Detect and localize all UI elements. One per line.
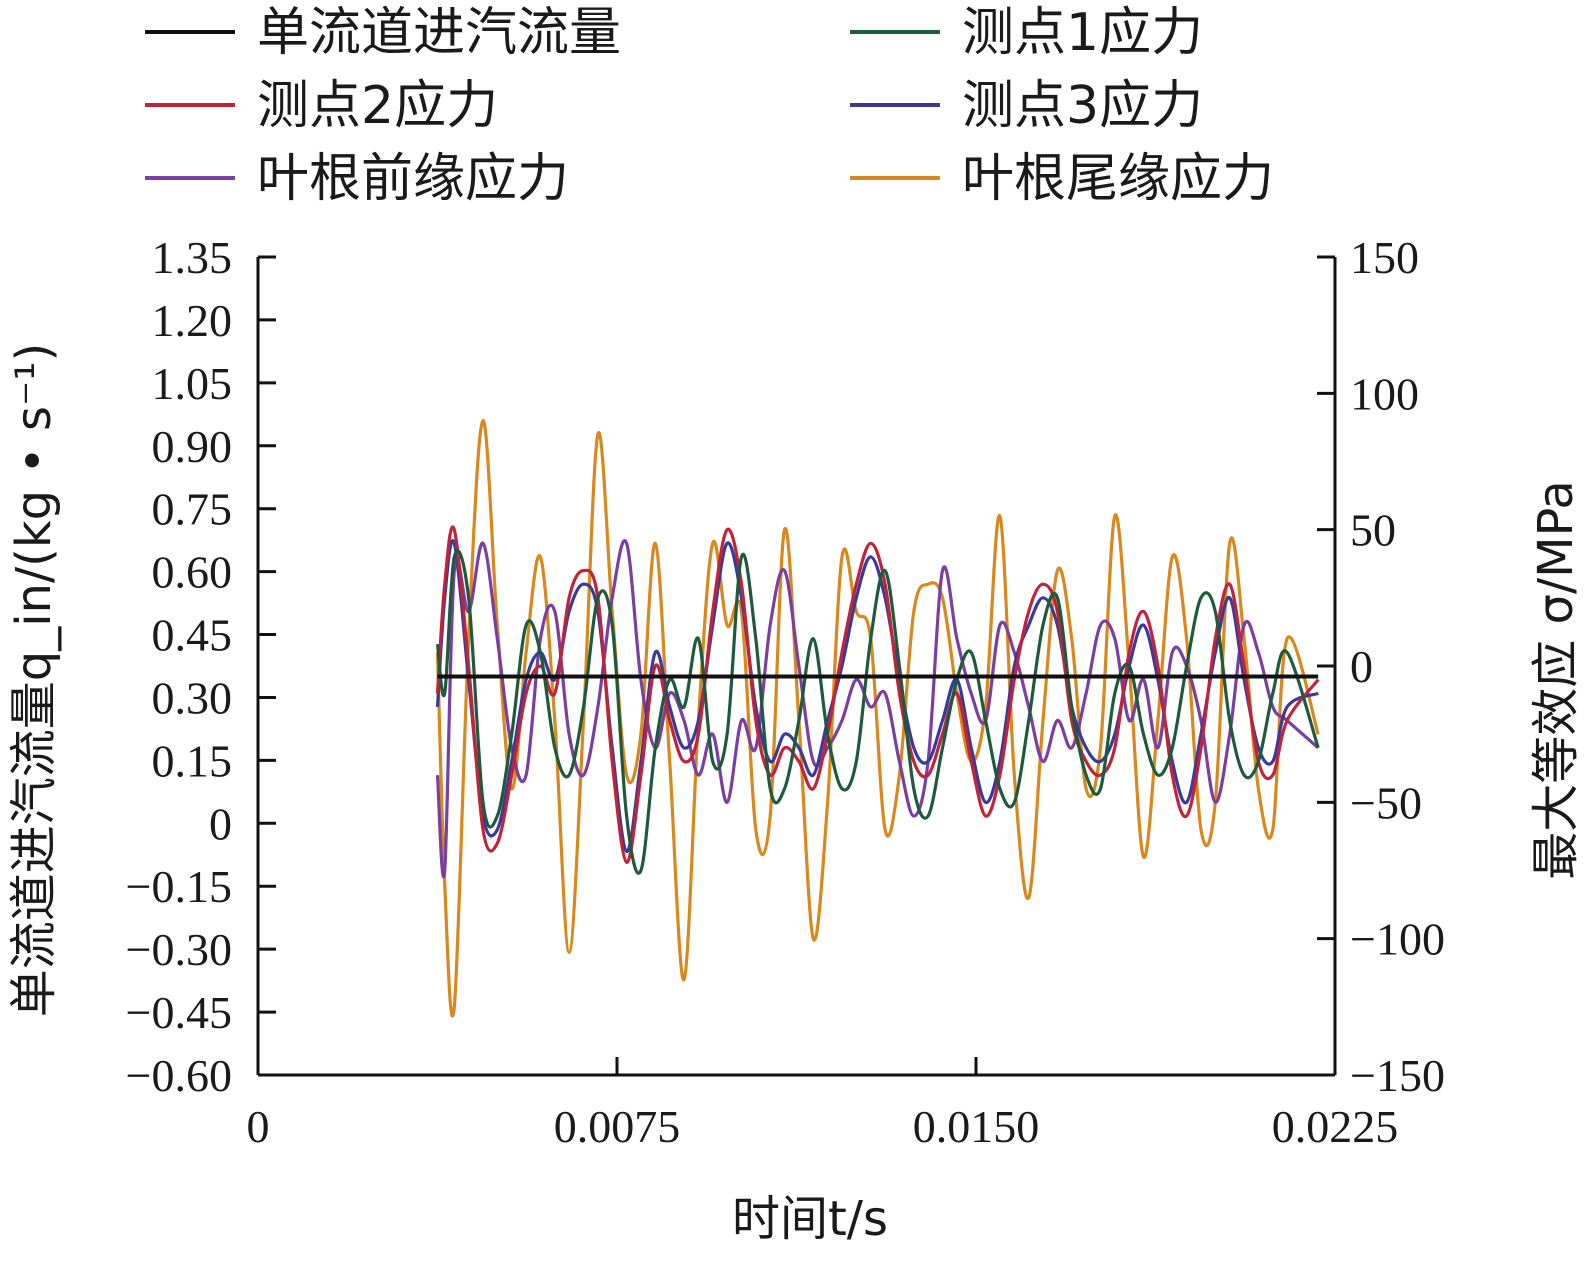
legend-label: 单流道进汽流量 [257, 3, 621, 63]
y-axis-right-title: 最大等效应 σ/MPa [1528, 480, 1584, 879]
y-right-tick-label: 0 [1350, 641, 1373, 692]
series-line-1 [435, 549, 1320, 875]
legend-label: 叶根前缘应力 [257, 149, 569, 209]
legend-label: 测点3应力 [962, 76, 1203, 136]
y-left-tick-label: 1.20 [152, 295, 233, 346]
ticks: 1.35 1.20 1.05 0.90 0.75 0.60 0.45 0.30 0.15 0 −0.… [126, 232, 1445, 1152]
x-tick-label: 0.0225 [1272, 1101, 1399, 1152]
legend-label: 测点1应力 [962, 3, 1203, 63]
y-right-tick-label: 150 [1350, 232, 1419, 283]
y-left-tick-label: 0.15 [152, 735, 233, 786]
series-line-5 [435, 418, 1320, 1018]
y-left-tick-label: −0.30 [126, 924, 232, 975]
y-right-tick-label: −100 [1350, 914, 1445, 965]
legend-label: 叶根尾缘应力 [962, 149, 1274, 209]
y-left-tick-label: 0.75 [152, 484, 233, 535]
y-axis-left-title: 单流道进汽流量q_in/(kg • s⁻¹) [6, 343, 62, 1018]
y-right-tick-label: −150 [1350, 1050, 1445, 1101]
y-left-tick-label: −0.15 [126, 861, 232, 912]
series-line-2 [435, 525, 1320, 864]
y-left-tick-label: −0.60 [126, 1050, 232, 1101]
x-axis-title: 时间t/s [732, 1191, 888, 1247]
y-left-tick-label: 1.35 [152, 232, 233, 283]
y-left-tick-label: 1.05 [152, 358, 233, 409]
legend-label: 测点2应力 [257, 76, 498, 136]
y-left-tick-label: 0.30 [152, 672, 233, 723]
y-left-tick-label: 0.45 [152, 610, 233, 661]
y-right-tick-label: −50 [1350, 777, 1422, 828]
y-left-tick-label: 0.60 [152, 547, 233, 598]
x-tick-label: 0 [247, 1101, 270, 1152]
y-left-tick-label: 0.90 [152, 421, 233, 472]
x-tick-label: 0.0075 [554, 1101, 681, 1152]
plot-lines [435, 418, 1320, 1018]
y-left-tick-label: −0.45 [126, 987, 232, 1038]
y-right-tick-label: 100 [1350, 368, 1419, 419]
y-right-tick-label: 50 [1350, 505, 1396, 556]
x-tick-label: 0.0150 [913, 1101, 1040, 1152]
series-line-4 [435, 539, 1320, 879]
y-left-tick-label: 0 [209, 798, 232, 849]
